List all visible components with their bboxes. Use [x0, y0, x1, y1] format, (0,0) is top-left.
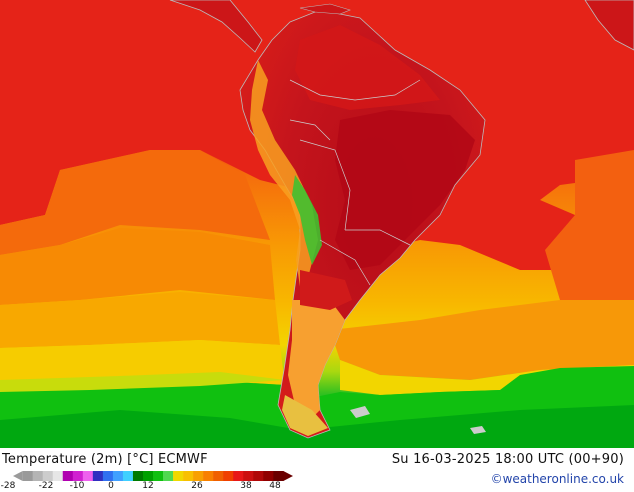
- tierra-del-fuego: [282, 395, 328, 436]
- legend-tick: -22: [38, 481, 54, 491]
- valid-time: Su 16-03-2025 18:00 UTC (00+90): [391, 452, 624, 467]
- legend-swatch: [173, 471, 184, 481]
- legend-tick: 38: [240, 481, 252, 491]
- legend-swatch: [243, 471, 254, 481]
- temperature-map: [0, 0, 634, 448]
- legend-swatch: [52, 471, 64, 481]
- caribbean-islands: [299, 3, 351, 15]
- legend-swatch: [32, 471, 43, 481]
- legend-swatch: [233, 471, 244, 481]
- orange-band: [0, 228, 275, 305]
- legend-tick: -10: [69, 481, 85, 491]
- credit-link[interactable]: ©weatheronline.co.uk: [490, 472, 624, 486]
- east-orange-patch: [545, 150, 634, 300]
- legend-swatch: [142, 471, 154, 481]
- color-scale-legend: [13, 471, 293, 481]
- legend-swatch: [153, 471, 164, 481]
- legend-swatch: [42, 471, 54, 481]
- yellow-orange-band: [0, 292, 280, 348]
- map-title: Temperature (2m) [°C] ECMWF: [2, 452, 208, 467]
- patagonia-orange: [288, 300, 345, 420]
- legend-swatch: [193, 471, 204, 481]
- legend-swatch: [72, 471, 84, 481]
- legend-swatch: [122, 471, 134, 481]
- legend-tick: 12: [142, 481, 154, 491]
- legend-swatch: [102, 471, 114, 481]
- legend-tick: -28: [0, 481, 16, 491]
- legend-arrow-right: [283, 471, 293, 481]
- legend-swatch: [22, 471, 33, 481]
- legend-swatch: [273, 471, 284, 481]
- legend-ticks: -28 -22 -10 0 12 26 38 48: [0, 482, 300, 492]
- legend-swatch: [163, 471, 174, 481]
- africa-corner: [584, 0, 634, 51]
- legend-swatch: [213, 471, 224, 481]
- legend-swatch: [112, 471, 124, 481]
- legend-tick: 26: [191, 481, 203, 491]
- legend-tick: 0: [108, 481, 114, 491]
- andes-green-peaks: [292, 175, 322, 265]
- yellow-green-fringe: [0, 372, 285, 392]
- legend-swatch: [203, 471, 214, 481]
- legend-swatch: [92, 471, 104, 481]
- legend-swatch: [82, 471, 94, 481]
- legend-swatch: [132, 471, 144, 481]
- legend-swatch: [183, 471, 194, 481]
- atlantic-yellow-band: [340, 360, 634, 395]
- atlantic-orange-band: [330, 300, 634, 380]
- legend-arrow-left: [13, 471, 23, 481]
- falkland-islands: [350, 406, 370, 418]
- legend-swatch: [253, 471, 264, 481]
- legend-tick: 48: [269, 481, 281, 491]
- map-footer: Temperature (2m) [°C] ECMWF Su 16-03-202…: [0, 448, 634, 492]
- legend-swatch: [263, 471, 274, 481]
- central-america-land: [169, 0, 263, 53]
- southern-green-deep: [0, 405, 634, 448]
- legend-swatch: [223, 471, 234, 481]
- amazon-warm-region: [295, 25, 440, 110]
- south-georgia: [470, 426, 486, 434]
- legend-swatch: [62, 471, 74, 481]
- country-borders: [289, 79, 421, 286]
- pacific-orange-tongue: [0, 150, 270, 255]
- andes-cool-strip: [250, 60, 318, 300]
- patagonia-red: [300, 270, 352, 310]
